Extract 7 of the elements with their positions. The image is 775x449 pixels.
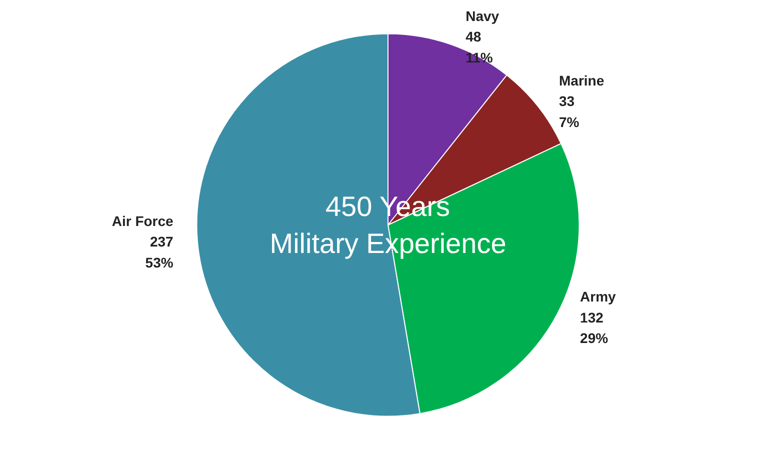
data-label: 132 29% <box>580 309 609 346</box>
data-label: 237 53% <box>145 234 174 270</box>
slice-label: Army <box>580 288 616 305</box>
slice-label: Marine <box>558 72 604 88</box>
slice-label: Navy <box>466 8 500 24</box>
data-label: 33 7% <box>558 93 580 130</box>
slice-label: Air Force <box>112 212 174 229</box>
